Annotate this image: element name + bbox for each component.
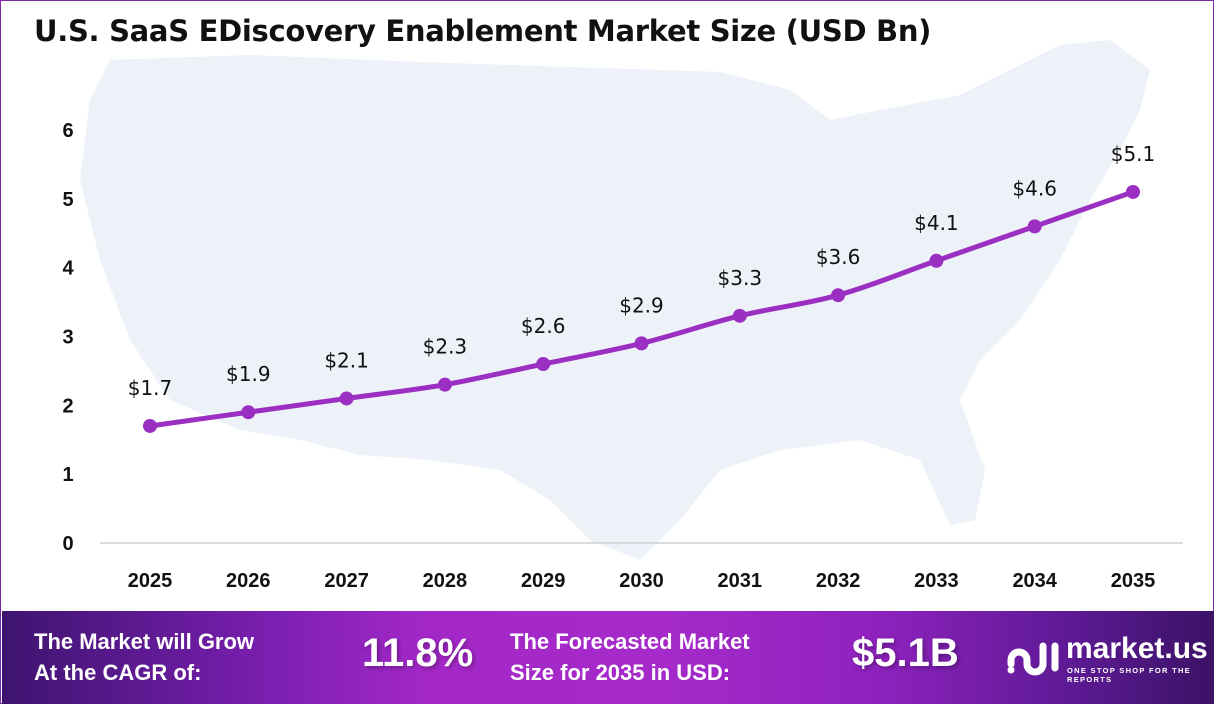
data-label: $2.9 <box>619 293 664 317</box>
forecast-value: $5.1B <box>852 631 959 675</box>
y-tick-label: 6 <box>62 120 73 142</box>
x-tick-label: 2033 <box>914 570 959 592</box>
data-label: $4.6 <box>1012 176 1057 200</box>
data-point <box>1027 219 1042 234</box>
data-label: $5.1 <box>1111 142 1156 166</box>
logo-tagline: ONE STOP SHOP FOR THE REPORTS <box>1067 666 1191 684</box>
cagr-label: The Market will Grow At the CAGR of: <box>34 626 254 688</box>
cagr-label-line2: At the CAGR of: <box>34 660 202 685</box>
chart-title: U.S. SaaS EDiscovery Enablement Market S… <box>34 14 932 48</box>
x-tick-label: 2025 <box>128 570 173 592</box>
forecast-label: The Forecasted Market Size for 2035 in U… <box>510 626 750 688</box>
data-point <box>437 377 452 392</box>
data-label: $3.6 <box>816 245 861 269</box>
data-point <box>929 253 944 268</box>
y-tick-label: 4 <box>62 258 74 280</box>
data-point <box>1126 184 1140 199</box>
line-chart: 0 1 2 3 4 5 6 2025 2026 2027 2028 2029 2030 2031 2032… <box>62 40 1183 592</box>
cagr-value: 11.8% <box>362 631 474 675</box>
data-point <box>634 336 649 351</box>
market-us-logo-icon <box>1007 642 1059 676</box>
x-tick-label: 2028 <box>423 570 468 592</box>
data-label: $1.9 <box>226 362 271 386</box>
x-tick-label: 2035 <box>1111 570 1156 592</box>
forecast-label-line2: Size for 2035 in USD: <box>510 660 731 685</box>
y-tick-label: 5 <box>62 189 73 211</box>
y-tick-label: 2 <box>62 395 73 417</box>
x-tick-label: 2034 <box>1012 570 1057 592</box>
data-point <box>143 418 157 433</box>
x-tick-label: 2029 <box>521 570 566 592</box>
data-label: $2.3 <box>423 335 468 359</box>
data-point <box>339 391 354 406</box>
x-tick-label: 2031 <box>718 570 763 592</box>
forecast-label-line1: The Forecasted Market <box>510 629 750 654</box>
data-point <box>831 288 846 303</box>
logo-name: market.us <box>1066 632 1208 665</box>
cagr-label-line1: The Market will Grow <box>34 629 255 654</box>
us-map-background <box>80 40 1150 560</box>
x-tick-label: 2027 <box>324 570 369 592</box>
data-label: $2.6 <box>521 314 566 338</box>
x-tick-label: 2032 <box>816 570 861 592</box>
data-point <box>732 308 747 323</box>
data-label: $3.3 <box>718 266 763 290</box>
data-point <box>536 357 551 372</box>
data-label: $2.1 <box>324 348 369 372</box>
y-tick-label: 1 <box>62 464 73 486</box>
x-tick-label: 2030 <box>619 570 664 592</box>
data-point <box>241 405 256 420</box>
y-tick-label: 3 <box>62 327 73 349</box>
data-label: $4.1 <box>914 211 959 235</box>
y-tick-label: 0 <box>62 533 73 555</box>
x-tick-label: 2026 <box>226 570 271 592</box>
data-label: $1.7 <box>128 376 173 400</box>
